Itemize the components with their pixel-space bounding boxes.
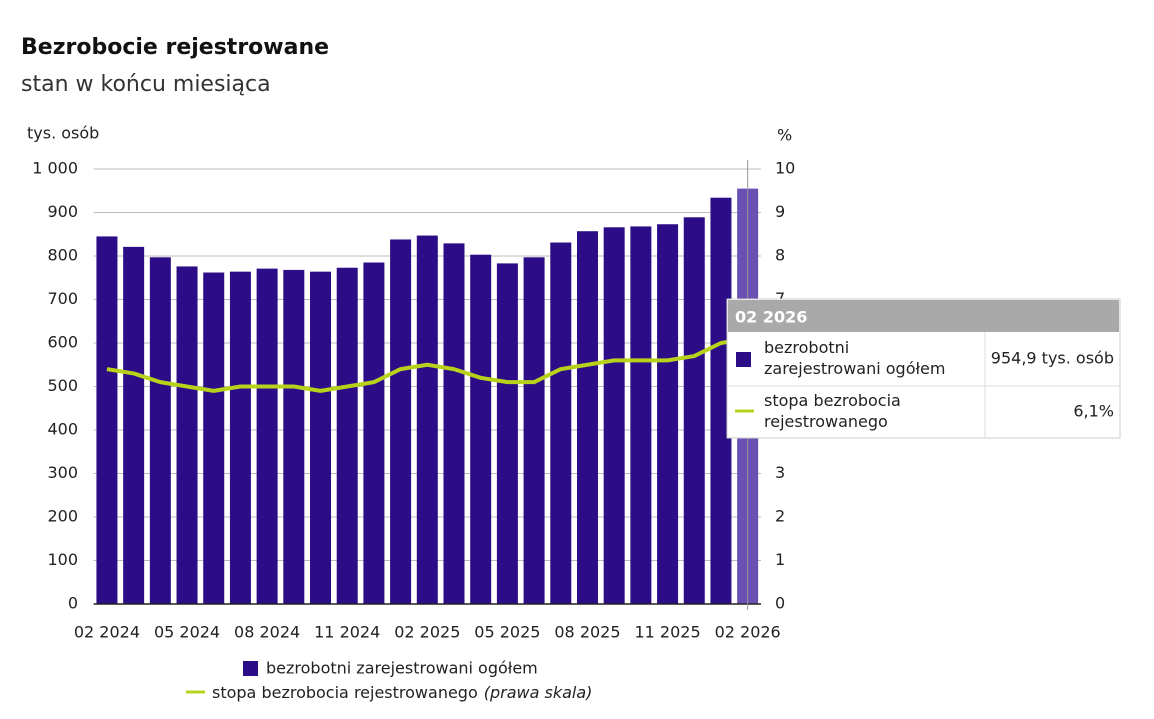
y2-tick-label: 9 xyxy=(775,202,785,221)
bar xyxy=(283,269,305,604)
y-tick-label: 900 xyxy=(47,202,78,221)
tooltip: 02 2026 bezrobotni zarejestrowani ogółem 95… xyxy=(726,298,1121,439)
x-tick-label: 11 2024 xyxy=(314,623,380,642)
x-tick-label: 02 2025 xyxy=(394,623,460,642)
x-tick-label: 05 2024 xyxy=(154,623,220,642)
legend: bezrobotni zarejestrowani ogółem stopa be… xyxy=(186,659,592,702)
bar xyxy=(256,268,278,604)
y2-axis-label: % xyxy=(777,126,792,145)
bar xyxy=(657,224,679,604)
x-tick-label: 11 2025 xyxy=(634,623,700,642)
bar xyxy=(523,257,545,604)
bar xyxy=(683,217,705,604)
x-tick-label: 02 2024 xyxy=(74,623,140,642)
x-tick-label: 08 2024 xyxy=(234,623,300,642)
tooltip-series-text: zarejestrowani ogółem xyxy=(764,359,945,378)
y-tick-label: 300 xyxy=(47,463,78,482)
bar xyxy=(336,267,358,604)
tooltip-value: 954,9 tys. osób xyxy=(991,349,1114,368)
bar xyxy=(496,263,518,604)
y2-tick-label: 3 xyxy=(775,463,785,482)
x-tick-label: 02 2026 xyxy=(715,623,781,642)
line-series xyxy=(106,336,748,393)
tooltip-title: 02 2026 xyxy=(735,308,807,327)
bar xyxy=(390,239,412,604)
bar xyxy=(363,262,385,604)
y-tick-label: 1 000 xyxy=(32,159,78,178)
y-tick-label: 800 xyxy=(47,246,78,265)
chart-title: Bezrobocie rejestrowane xyxy=(21,35,329,60)
bar xyxy=(176,266,198,604)
y-tick-label: 600 xyxy=(47,333,78,352)
bar xyxy=(149,257,171,604)
legend-note: (prawa skala) xyxy=(484,683,593,702)
bar xyxy=(416,235,438,604)
bar xyxy=(229,271,251,604)
y-tick-label: 100 xyxy=(47,550,78,569)
x-tick-label: 08 2025 xyxy=(554,623,620,642)
y2-tick-label: 8 xyxy=(775,246,785,265)
bar xyxy=(550,242,572,604)
bar xyxy=(576,231,598,604)
chart-subtitle: stan w końcu miesiąca xyxy=(21,72,271,97)
y2-tick-label: 1 xyxy=(775,550,785,569)
tooltip-swatch xyxy=(736,352,751,367)
y-tick-label: 500 xyxy=(47,376,78,395)
legend-swatch xyxy=(243,661,258,676)
x-tick-label: 05 2025 xyxy=(474,623,540,642)
tooltip-series-text: stopa bezrobocia xyxy=(764,391,901,410)
tooltip-series-name: bezrobotni zarejestrowani ogółem xyxy=(764,338,945,378)
y2-tick-label: 10 xyxy=(775,159,795,178)
tooltip-value: 6,1% xyxy=(1073,402,1114,421)
y-tick-label: 0 xyxy=(68,594,78,613)
bar xyxy=(443,243,465,604)
y2-tick-label: 2 xyxy=(775,507,785,526)
bar xyxy=(630,226,652,605)
y-tick-label: 400 xyxy=(47,420,78,439)
bar xyxy=(203,272,225,604)
bar xyxy=(310,271,332,604)
y-tick-label: 700 xyxy=(47,289,78,308)
y-tick-label: 200 xyxy=(47,507,78,526)
tooltip-series-text: rejestrowanego xyxy=(764,412,888,431)
legend-label: bezrobotni zarejestrowani ogółem xyxy=(266,659,538,678)
tooltip-series-name: stopa bezrobocia rejestrowanego xyxy=(764,391,901,431)
bar xyxy=(710,197,732,604)
bar xyxy=(470,254,492,604)
bar xyxy=(603,227,625,605)
y2-tick-label: 0 xyxy=(775,594,785,613)
bar xyxy=(96,236,118,605)
bar xyxy=(123,246,145,605)
legend-label: stopa bezrobocia rejestrowanego (prawa sk… xyxy=(212,683,592,702)
legend-text: stopa bezrobocia rejestrowanego xyxy=(212,683,478,702)
tooltip-series-text: bezrobotni xyxy=(764,338,849,357)
tooltip-header xyxy=(728,300,1119,332)
y-axis-label: tys. osób xyxy=(27,124,99,143)
